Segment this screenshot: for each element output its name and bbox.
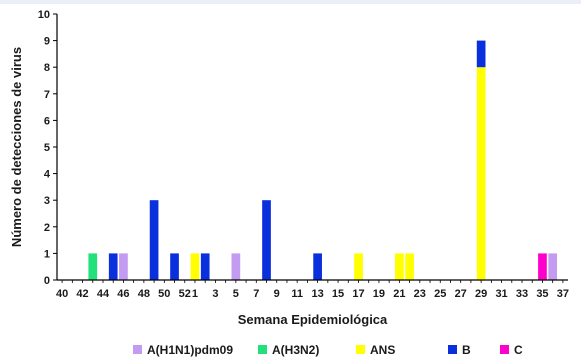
x-tick-label: 9 — [274, 288, 280, 300]
bar-a-h3n2-week-43 — [88, 253, 98, 280]
legend-swatch — [133, 345, 142, 354]
x-tick-label: 48 — [138, 288, 150, 300]
legend-label: B — [462, 343, 471, 357]
x-tick-label: 1 — [192, 288, 198, 300]
x-tick-label: 35 — [536, 288, 548, 300]
bar-a-h1n1-pdm09-week-46 — [119, 253, 128, 280]
x-tick-label: 17 — [352, 288, 364, 300]
y-axis-title: Número de detecciones de virus — [9, 47, 24, 247]
y-tick-label: 9 — [44, 36, 50, 48]
y-tick-label: 2 — [44, 222, 50, 234]
x-tick-label: 5 — [233, 288, 239, 300]
bar-b-week-2 — [200, 253, 210, 280]
bar-b-week-49 — [149, 200, 159, 280]
y-tick-label: 5 — [44, 142, 50, 154]
legend-label: A(H3N2) — [272, 343, 319, 357]
y-tick-label: 10 — [38, 9, 50, 21]
y-tick-label: 7 — [44, 89, 50, 101]
x-tick-label: 13 — [311, 288, 323, 300]
legend: A(H1N1)pdm09 A(H3N2) ANS B C — [133, 343, 523, 357]
x-tick-label: 19 — [373, 288, 385, 300]
bar-b-week-13 — [313, 253, 322, 280]
x-tick-label: 40 — [56, 288, 68, 300]
y-tick-label: 3 — [44, 195, 50, 207]
bar-ans-week-29 — [476, 67, 486, 280]
x-tick-label: 37 — [557, 288, 569, 300]
x-tick-label: 42 — [76, 288, 88, 300]
x-tick-label: 44 — [97, 288, 110, 300]
legend-swatch — [356, 345, 365, 354]
x-tick-label: 15 — [332, 288, 344, 300]
x-tick-label: 3 — [212, 288, 218, 300]
bar-ans-week-22 — [405, 253, 414, 280]
x-tick-label: 29 — [475, 288, 487, 300]
bar-ans-week-21 — [395, 253, 404, 280]
x-tick-label: 25 — [434, 288, 446, 300]
x-tick-label: 27 — [455, 288, 467, 300]
bar-ans-week-17 — [354, 253, 363, 280]
bar-a-h1n1-pdm09-week-5 — [231, 253, 241, 280]
bar-ans-week-1 — [190, 253, 200, 280]
legend-label: ANS — [370, 343, 395, 357]
legend-swatch — [258, 345, 267, 354]
bar-b-week-8 — [262, 200, 271, 280]
y-tick-label: 4 — [44, 169, 51, 181]
x-tick-label: 46 — [117, 288, 129, 300]
legend-label: A(H1N1)pdm09 — [147, 343, 233, 357]
x-tick-label: 50 — [158, 288, 170, 300]
x-axis-title: Semana Epidemiológica — [238, 312, 388, 327]
bar-a-h1n1-pdm09-week-36 — [548, 253, 558, 280]
x-tick-label: 21 — [393, 288, 405, 300]
bar-b-week-51 — [170, 253, 179, 280]
legend-swatch — [500, 345, 509, 354]
x-tick-label: 11 — [291, 288, 303, 300]
y-tick-label: 0 — [44, 275, 50, 287]
bar-b-week-29 — [476, 40, 486, 68]
y-tick-label: 6 — [44, 115, 50, 127]
bar-c-week-35 — [538, 253, 547, 280]
x-tick-label: 7 — [253, 288, 259, 300]
y-tick-label: 1 — [44, 248, 50, 260]
x-tick-label: 31 — [495, 288, 507, 300]
y-tick-label: 8 — [44, 62, 50, 74]
legend-swatch — [448, 345, 457, 354]
x-tick-label: 52 — [179, 288, 191, 300]
bar-b-week-45 — [108, 253, 118, 280]
x-tick-label: 23 — [414, 288, 426, 300]
x-tick-label: 33 — [516, 288, 528, 300]
legend-label: C — [514, 343, 523, 357]
